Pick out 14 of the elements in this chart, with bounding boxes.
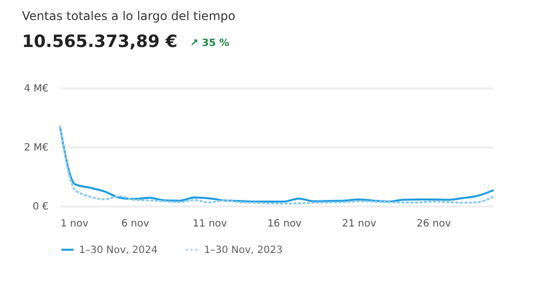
y-tick-label: 2 M€ (24, 142, 48, 154)
legend-label: 1–30 Nov, 2023 (204, 244, 283, 256)
x-tick-label: 11 nov (192, 218, 228, 230)
x-tick-label: 21 nov (342, 218, 376, 230)
text: ↗ 35 % (190, 38, 230, 49)
y-tick-label: 4 M€ (24, 84, 48, 94)
legend-label: 1–30 Nov, 2024 (79, 244, 158, 256)
x-tick-label: 26 nov (416, 218, 451, 230)
x-tick-label: 16 nov (267, 218, 302, 230)
x-tick-label: 1 nov (60, 218, 88, 230)
chart-subtitle: 10.565.373,89 € (22, 32, 178, 52)
chart-title: Ventas totales a lo largo del tiempo (22, 9, 236, 23)
y-tick-label: 0 € (32, 202, 48, 212)
x-tick-label: 6 nov (121, 218, 150, 230)
